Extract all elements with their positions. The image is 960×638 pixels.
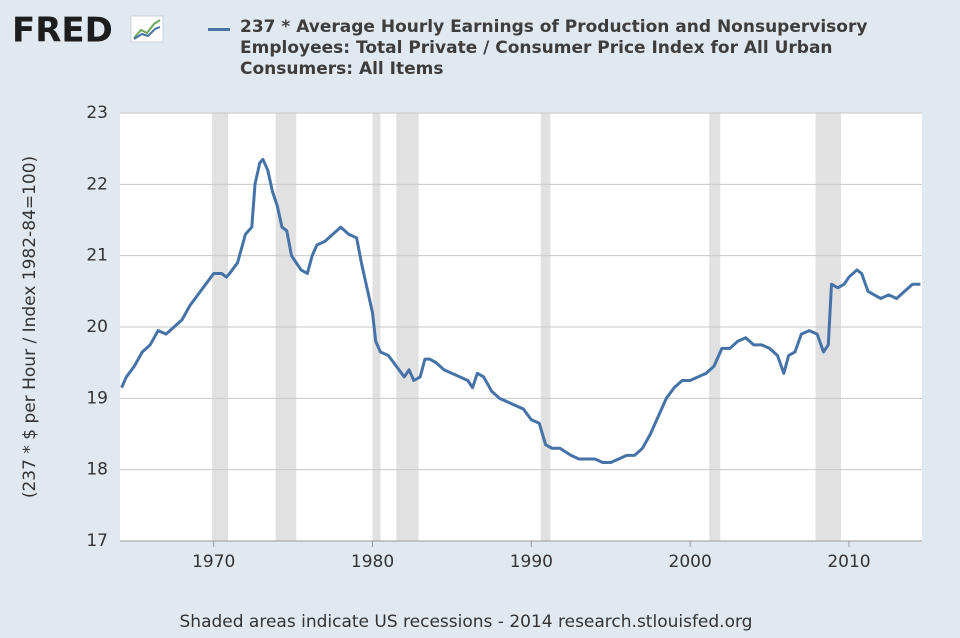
y-axis-label: (237 * $ per Hour / Index 1982-84=100): [20, 156, 40, 498]
legend-label: 237 * Average Hourly Earnings of Product…: [240, 17, 868, 79]
y-tick-label: 21: [86, 246, 108, 266]
x-tick-label: 1990: [510, 552, 553, 572]
y-tick-label: 17: [86, 531, 108, 551]
x-tick-label: 1980: [351, 552, 394, 572]
legend-swatch: [208, 28, 230, 31]
y-tick-label: 22: [86, 174, 108, 194]
x-tick-label: 2000: [669, 552, 712, 572]
footer: Shaded areas indicate US recessions - 20…: [180, 612, 753, 632]
y-tick-label: 20: [86, 317, 108, 337]
logo-icon: [130, 15, 164, 43]
y-tick-label: 23: [86, 103, 108, 123]
x-tick-label: 1970: [192, 552, 235, 572]
series-line: [120, 157, 921, 465]
y-tick-label: 19: [86, 388, 108, 408]
logo: FRED: [12, 11, 113, 51]
plot: [120, 112, 922, 547]
legend: 237 * Average Hourly Earnings of Product…: [208, 17, 898, 80]
x-tick-label: 2010: [827, 552, 870, 572]
y-tick-label: 18: [86, 460, 108, 480]
